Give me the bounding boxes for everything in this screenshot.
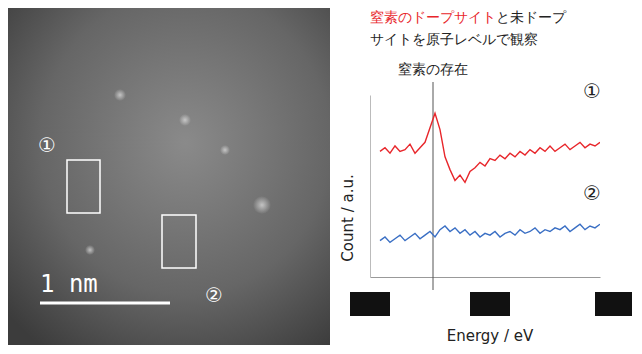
- tick-label-mask: [595, 292, 632, 316]
- tick-label-mask: [470, 292, 510, 316]
- x-axis: [371, 277, 601, 278]
- title: サイトを原子レベルで観察: [370, 31, 538, 47]
- scale-bar-label: 1 nm: [40, 270, 98, 298]
- bright-spot: [220, 145, 230, 155]
- x-axis-title: Energy / eV: [447, 327, 534, 345]
- y-axis-title: Count / a.u.: [339, 174, 357, 261]
- region-label: ①: [38, 133, 56, 157]
- title: 窒素のドープサイトと未ドープ: [370, 9, 567, 25]
- title-part: サイトを原子レベルで観察: [370, 31, 538, 47]
- scale-bar: [40, 302, 170, 305]
- image-background: [8, 8, 330, 345]
- tick-label-mask: [350, 292, 390, 316]
- y-axis: [370, 96, 371, 278]
- title-part: 窒素のドープサイト: [370, 9, 496, 25]
- region-box: [67, 160, 100, 213]
- y-axis-line: [370, 96, 371, 278]
- bright-spot: [253, 196, 271, 214]
- series-label: ①: [583, 79, 601, 103]
- spectrum-line: [380, 113, 600, 182]
- region-box: [162, 215, 196, 268]
- bright-spot: [179, 114, 191, 126]
- title-part: と未ドープ: [496, 9, 567, 25]
- plot-area: [380, 113, 600, 242]
- x-axis-line: [371, 277, 601, 278]
- figure: ①②1 nm窒素のドープサイトと未ドープサイトを原子レベルで観察Energy /…: [0, 0, 642, 354]
- stem-image: ① ② 1 nm: [8, 8, 330, 345]
- annotation-text: 窒素の存在: [398, 61, 468, 77]
- bright-spot: [114, 89, 126, 101]
- region-label: ②: [205, 283, 223, 307]
- spectrum-line: [380, 224, 600, 242]
- annotation-line: [433, 82, 434, 290]
- series-label: ②: [583, 181, 601, 205]
- bright-spot: [85, 245, 95, 255]
